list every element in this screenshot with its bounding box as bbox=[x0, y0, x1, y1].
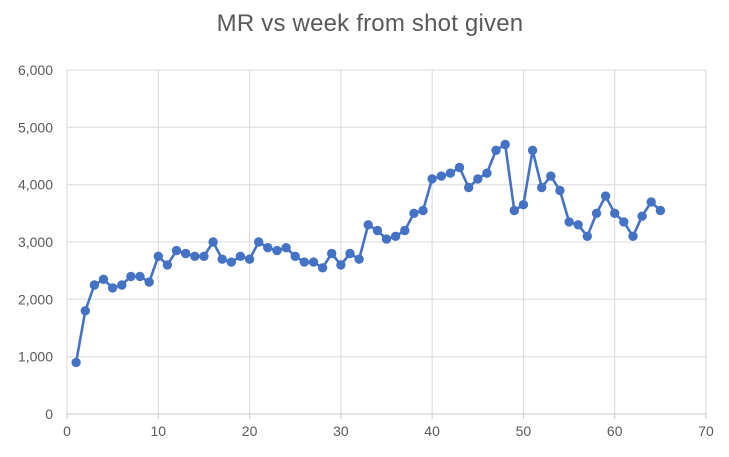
data-point-marker bbox=[199, 251, 209, 261]
data-point-marker bbox=[546, 171, 556, 181]
data-point-marker bbox=[436, 171, 446, 181]
x-tick-label: 70 bbox=[698, 423, 714, 439]
data-point-marker bbox=[135, 271, 145, 282]
data-point-marker bbox=[208, 237, 218, 247]
data-point-marker bbox=[117, 280, 127, 290]
data-point-marker bbox=[628, 231, 638, 241]
data-point-marker bbox=[345, 248, 355, 259]
data-point-marker bbox=[336, 260, 346, 270]
data-point-marker bbox=[299, 257, 309, 267]
data-point-marker bbox=[381, 234, 392, 244]
data-point-marker bbox=[409, 208, 419, 218]
y-tick-label: 3,000 bbox=[18, 234, 53, 250]
data-point-marker bbox=[89, 280, 100, 290]
x-tick-label: 60 bbox=[607, 423, 623, 439]
data-point-marker bbox=[254, 237, 264, 247]
data-point-marker bbox=[591, 208, 602, 218]
chart-title: MR vs week from shot given bbox=[216, 10, 524, 37]
x-tick-label: 50 bbox=[516, 423, 532, 439]
x-tick-label: 0 bbox=[63, 423, 71, 439]
y-tick-label: 5,000 bbox=[18, 119, 53, 135]
data-point-marker bbox=[509, 205, 519, 216]
data-point-marker bbox=[518, 200, 529, 210]
data-point-marker bbox=[308, 257, 319, 267]
data-point-marker bbox=[555, 185, 565, 196]
data-point-marker bbox=[217, 254, 227, 264]
data-point-marker bbox=[317, 263, 328, 273]
data-point-marker bbox=[418, 205, 428, 216]
data-point-marker bbox=[190, 251, 200, 261]
data-point-marker bbox=[327, 248, 337, 259]
y-tick-label: 2,000 bbox=[18, 291, 53, 307]
data-point-marker bbox=[181, 248, 191, 259]
data-point-marker bbox=[390, 231, 401, 241]
data-point-marker bbox=[473, 174, 483, 184]
data-point-marker bbox=[71, 357, 81, 368]
data-point-marker bbox=[171, 245, 182, 256]
data-point-marker bbox=[655, 205, 666, 216]
data-point-marker bbox=[226, 257, 236, 267]
data-point-marker bbox=[162, 260, 173, 270]
data-point-marker bbox=[263, 243, 273, 253]
data-point-marker bbox=[372, 225, 383, 236]
data-point-marker bbox=[646, 197, 656, 207]
x-tick-label: 40 bbox=[424, 423, 440, 439]
data-point-marker bbox=[582, 231, 592, 241]
data-point-marker bbox=[354, 254, 364, 264]
data-point-marker bbox=[400, 225, 410, 236]
data-point-marker bbox=[107, 283, 118, 293]
y-tick-label: 6,000 bbox=[18, 62, 53, 78]
data-point-marker bbox=[281, 243, 291, 253]
data-series-line bbox=[74, 143, 662, 364]
y-tick-label: 4,000 bbox=[18, 177, 53, 193]
data-point-marker bbox=[573, 220, 583, 230]
data-point-marker bbox=[445, 168, 456, 178]
data-point-marker bbox=[290, 251, 300, 261]
y-tick-label: 0 bbox=[45, 406, 53, 422]
data-point-marker bbox=[244, 254, 255, 264]
data-point-marker bbox=[363, 220, 373, 230]
data-point-marker bbox=[98, 274, 109, 284]
data-point-marker bbox=[564, 217, 574, 227]
data-point-marker bbox=[491, 145, 501, 155]
data-point-marker bbox=[619, 217, 629, 227]
x-tick-label: 20 bbox=[242, 423, 258, 439]
y-tick-label: 1,000 bbox=[18, 349, 53, 365]
data-point-marker bbox=[126, 271, 136, 282]
data-point-marker bbox=[610, 208, 620, 218]
data-point-marker bbox=[500, 139, 510, 150]
data-point-marker bbox=[600, 191, 611, 201]
data-point-marker bbox=[482, 168, 492, 178]
data-point-marker bbox=[427, 174, 437, 184]
data-point-marker bbox=[272, 245, 282, 256]
data-point-marker bbox=[80, 306, 91, 316]
x-tick-label: 10 bbox=[151, 423, 167, 439]
data-point-marker bbox=[144, 277, 154, 287]
data-point-marker bbox=[235, 251, 246, 261]
data-point-marker bbox=[527, 145, 538, 155]
data-point-marker bbox=[537, 182, 547, 193]
data-point-marker bbox=[153, 251, 163, 261]
x-tick-label: 30 bbox=[333, 423, 349, 439]
data-point-marker bbox=[464, 182, 474, 193]
data-point-marker bbox=[454, 162, 465, 173]
data-point-marker bbox=[637, 211, 647, 221]
